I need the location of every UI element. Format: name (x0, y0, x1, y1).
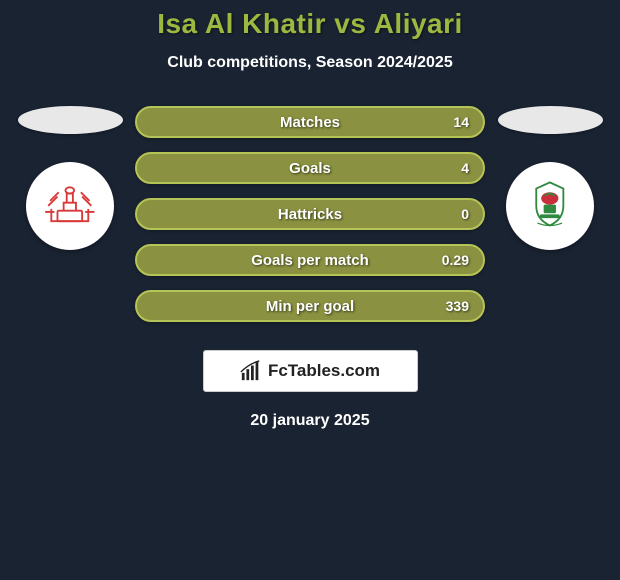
player-left-column (15, 106, 125, 250)
player-right-placeholder (498, 106, 603, 134)
stat-bar-matches: Matches 14 (135, 106, 485, 138)
stat-value: 0.29 (442, 252, 469, 268)
footer-brand-text: FcTables.com (268, 361, 380, 381)
main-row: Matches 14 Goals 4 Hattricks 0 Goals per… (0, 106, 620, 322)
stats-column: Matches 14 Goals 4 Hattricks 0 Goals per… (135, 106, 485, 322)
stat-value: 0 (461, 206, 469, 222)
club-right-icon (519, 175, 581, 237)
stat-label: Matches (280, 114, 340, 131)
stat-bar-goals-per-match: Goals per match 0.29 (135, 244, 485, 276)
footer-brand-badge: FcTables.com (203, 350, 418, 392)
club-left-icon (39, 175, 101, 237)
subtitle: Club competitions, Season 2024/2025 (0, 54, 620, 72)
stat-value: 339 (446, 298, 469, 314)
infographic-container: Isa Al Khatir vs Aliyari Club competitio… (0, 0, 620, 430)
player-left-placeholder (18, 106, 123, 134)
stat-bar-min-per-goal: Min per goal 339 (135, 290, 485, 322)
stat-bar-goals: Goals 4 (135, 152, 485, 184)
page-title: Isa Al Khatir vs Aliyari (0, 8, 620, 40)
stat-label: Goals per match (251, 252, 369, 269)
club-right-logo (506, 162, 594, 250)
stat-value: 4 (461, 160, 469, 176)
stat-label: Min per goal (266, 298, 354, 315)
date-text: 20 january 2025 (0, 412, 620, 430)
stat-label: Hattricks (278, 206, 342, 223)
chart-bars-icon (240, 360, 262, 382)
stat-bar-hattricks: Hattricks 0 (135, 198, 485, 230)
stat-value: 14 (453, 114, 469, 130)
stat-label: Goals (289, 160, 331, 177)
club-left-logo (26, 162, 114, 250)
player-right-column (495, 106, 605, 250)
